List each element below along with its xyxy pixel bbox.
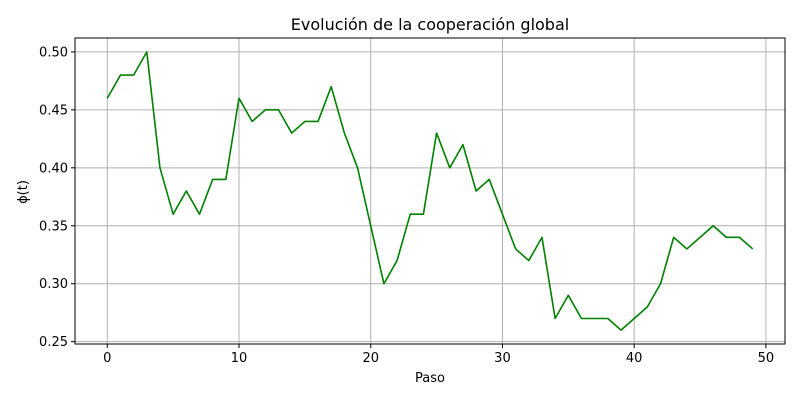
y-tick-label: 0.40 [39,161,68,176]
y-axis-label: ϕ(t) [16,180,31,204]
y-tick-label: 0.45 [39,103,68,118]
x-tick-label: 30 [494,351,511,366]
x-tick-label: 50 [758,351,775,366]
x-tick-label: 10 [231,351,248,366]
x-axis-label: Paso [415,371,445,386]
y-tick-label: 0.25 [39,335,68,350]
series-layer [106,51,754,331]
y-tick-label: 0.35 [39,219,68,234]
x-tick-label: 40 [626,351,643,366]
x-tick-label: 0 [103,351,111,366]
y-tick-label: 0.50 [39,45,68,60]
chart-title: Evolución de la cooperación global [291,15,569,34]
x-tick-label: 20 [362,351,379,366]
grid [75,38,785,344]
tick-layer: 0 10 20 30 40 50 0.25 0.30 0.35 0.40 0.45 0.50 [39,45,774,366]
plot-frame [74,37,786,345]
series-line [106,51,754,331]
y-tick-label: 0.30 [39,277,68,292]
